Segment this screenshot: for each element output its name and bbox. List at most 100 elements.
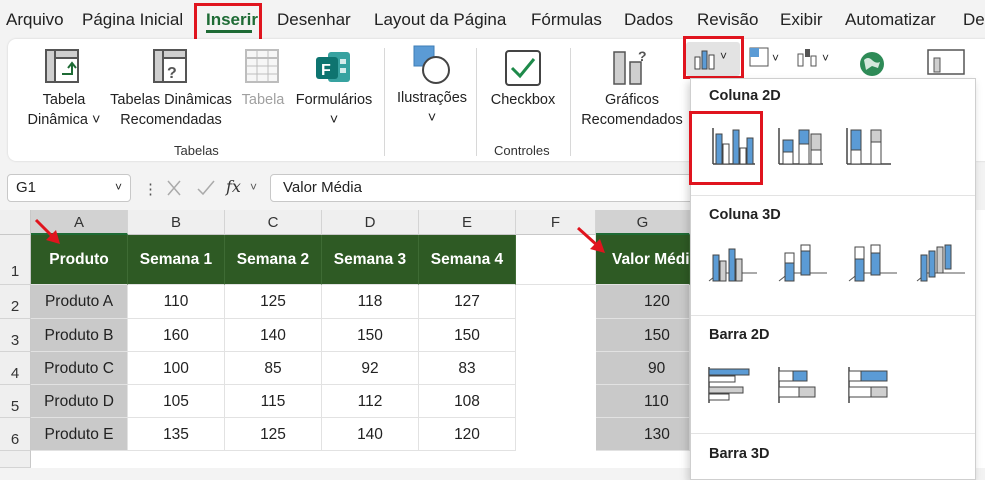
recommended-charts-icon[interactable]: ? bbox=[610, 48, 650, 88]
row-header-1[interactable]: 1 bbox=[0, 235, 31, 285]
value-cell[interactable]: 92 bbox=[322, 352, 419, 385]
chart-type-dropdown: Coluna 2D bbox=[689, 78, 976, 480]
menu-pagina-inicial[interactable]: Página Inicial bbox=[82, 10, 184, 29]
pivot-table-icon[interactable] bbox=[44, 48, 82, 86]
recommended-charts-button[interactable]: Gráficos Recomendados bbox=[578, 90, 686, 130]
value-cell[interactable]: 125 bbox=[225, 418, 322, 451]
value-cell[interactable]: 83 bbox=[419, 352, 516, 385]
checkbox-button[interactable]: Checkbox bbox=[490, 92, 556, 108]
average-cell[interactable]: 150 bbox=[596, 319, 690, 352]
menu-inserir[interactable]: Inserir bbox=[206, 10, 258, 29]
stacked-column-option[interactable] bbox=[773, 124, 829, 168]
recommended-pivot-icon[interactable]: ? bbox=[152, 48, 190, 86]
pivot-chart-icon[interactable] bbox=[926, 48, 966, 78]
enter-check-icon[interactable] bbox=[196, 179, 216, 197]
value-cell[interactable]: 115 bbox=[225, 385, 322, 418]
column-chart-button[interactable]: ˅ bbox=[686, 42, 740, 76]
header-cell[interactable]: Semana 2 bbox=[225, 235, 322, 285]
value-cell[interactable]: 150 bbox=[419, 319, 516, 352]
forms-icon[interactable]: F bbox=[314, 48, 354, 88]
menu-desenhar[interactable]: Desenhar bbox=[277, 10, 351, 29]
row-header-3[interactable]: 3 bbox=[0, 319, 31, 352]
column-header-c[interactable]: C bbox=[225, 210, 322, 235]
stacked-bar-option[interactable] bbox=[775, 363, 831, 407]
recommended-pivot-button[interactable]: Tabelas Dinâmicas Recomendadas bbox=[108, 90, 234, 130]
menu-automatizar[interactable]: Automatizar bbox=[845, 10, 936, 29]
product-cell[interactable]: Produto D bbox=[31, 385, 128, 418]
value-cell[interactable]: 105 bbox=[128, 385, 225, 418]
chevron-down-icon[interactable]: ˅ bbox=[114, 180, 122, 194]
forms-button[interactable]: Formulários ˅ bbox=[292, 90, 376, 130]
map-chart-icon[interactable] bbox=[858, 50, 886, 78]
column-header-b[interactable]: B bbox=[128, 210, 225, 235]
average-cell[interactable]: 110 bbox=[596, 385, 690, 418]
checkbox-icon[interactable] bbox=[503, 48, 543, 88]
3d-column-option[interactable] bbox=[913, 241, 969, 285]
3d-stacked-column-option[interactable] bbox=[775, 241, 831, 285]
value-cell[interactable]: 118 bbox=[322, 285, 419, 319]
pivot-table-button[interactable]: Tabela Dinâmica ˅ bbox=[22, 90, 106, 130]
average-cell[interactable]: 120 bbox=[596, 285, 690, 319]
header-cell[interactable]: Semana 3 bbox=[322, 235, 419, 285]
product-cell[interactable]: Produto B bbox=[31, 319, 128, 352]
chevron-down-icon[interactable]: ˅ bbox=[772, 51, 780, 65]
cancel-icon[interactable] bbox=[166, 179, 182, 197]
insert-function-icon[interactable]: fx bbox=[226, 177, 241, 196]
menu-revisao[interactable]: Revisão bbox=[697, 10, 759, 29]
row-header-5[interactable]: 5 bbox=[0, 385, 31, 418]
value-cell[interactable]: 85 bbox=[225, 352, 322, 385]
value-cell[interactable]: 100 bbox=[128, 352, 225, 385]
column-header-e[interactable]: E bbox=[419, 210, 516, 235]
average-cell[interactable]: 130 bbox=[596, 418, 690, 451]
menu-arquivo[interactable]: Arquivo bbox=[6, 10, 64, 29]
product-cell[interactable]: Produto C bbox=[31, 352, 128, 385]
header-cell[interactable]: Produto bbox=[31, 235, 128, 285]
value-cell[interactable]: 150 bbox=[322, 319, 419, 352]
column-header-g[interactable]: G bbox=[596, 210, 690, 235]
menu-de[interactable]: De bbox=[963, 10, 985, 29]
value-cell[interactable]: 127 bbox=[419, 285, 516, 319]
menu-layout-pagina[interactable]: Layout da Página bbox=[374, 10, 507, 29]
illustrations-icon[interactable] bbox=[410, 44, 454, 88]
waterfall-chart-icon[interactable] bbox=[796, 46, 818, 68]
header-cell[interactable]: Semana 1 bbox=[128, 235, 225, 285]
chevron-down-icon[interactable]: ˅ bbox=[250, 180, 258, 194]
clustered-column-option[interactable] bbox=[703, 124, 759, 168]
value-cell[interactable]: 140 bbox=[322, 418, 419, 451]
stacked-100-bar-option[interactable] bbox=[845, 363, 901, 407]
chevron-down-icon[interactable]: ˅ bbox=[822, 51, 830, 65]
clustered-bar-option[interactable] bbox=[705, 363, 761, 407]
3d-clustered-column-option[interactable] bbox=[705, 241, 761, 285]
hierarchy-chart-icon[interactable] bbox=[748, 46, 770, 68]
header-cell-g[interactable]: Valor Médi bbox=[596, 235, 690, 285]
menu-exibir[interactable]: Exibir bbox=[780, 10, 823, 29]
empty-cell[interactable] bbox=[516, 235, 596, 285]
column-header-d[interactable]: D bbox=[322, 210, 419, 235]
name-box[interactable]: G1 ˅ bbox=[7, 174, 131, 202]
menu-dados[interactable]: Dados bbox=[624, 10, 674, 29]
value-cell[interactable]: 135 bbox=[128, 418, 225, 451]
3d-stacked-100-column-option[interactable] bbox=[845, 241, 901, 285]
vertical-dots-icon[interactable]: ⋮ bbox=[143, 181, 158, 198]
value-cell[interactable]: 108 bbox=[419, 385, 516, 418]
average-cell[interactable]: 90 bbox=[596, 352, 690, 385]
row-header-4[interactable]: 4 bbox=[0, 352, 31, 385]
stacked-100-column-option[interactable] bbox=[841, 124, 897, 168]
formula-input[interactable]: Valor Média bbox=[270, 174, 710, 202]
value-cell[interactable]: 160 bbox=[128, 319, 225, 352]
row-header-2[interactable]: 2 bbox=[0, 285, 31, 319]
menu-formulas[interactable]: Fórmulas bbox=[531, 10, 602, 29]
value-cell[interactable]: 125 bbox=[225, 285, 322, 319]
header-cell[interactable]: Semana 4 bbox=[419, 235, 516, 285]
row-header-6[interactable]: 6 bbox=[0, 418, 31, 451]
stacked-100-column-icon bbox=[846, 128, 891, 165]
value-cell[interactable]: 112 bbox=[322, 385, 419, 418]
select-all-corner[interactable] bbox=[0, 210, 31, 235]
illustrations-button[interactable]: Ilustrações ˅ bbox=[392, 88, 472, 128]
product-cell[interactable]: Produto A bbox=[31, 285, 128, 319]
value-cell[interactable]: 120 bbox=[419, 418, 516, 451]
row-header-7[interactable] bbox=[0, 451, 31, 468]
product-cell[interactable]: Produto E bbox=[31, 418, 128, 451]
value-cell[interactable]: 140 bbox=[225, 319, 322, 352]
value-cell[interactable]: 110 bbox=[128, 285, 225, 319]
